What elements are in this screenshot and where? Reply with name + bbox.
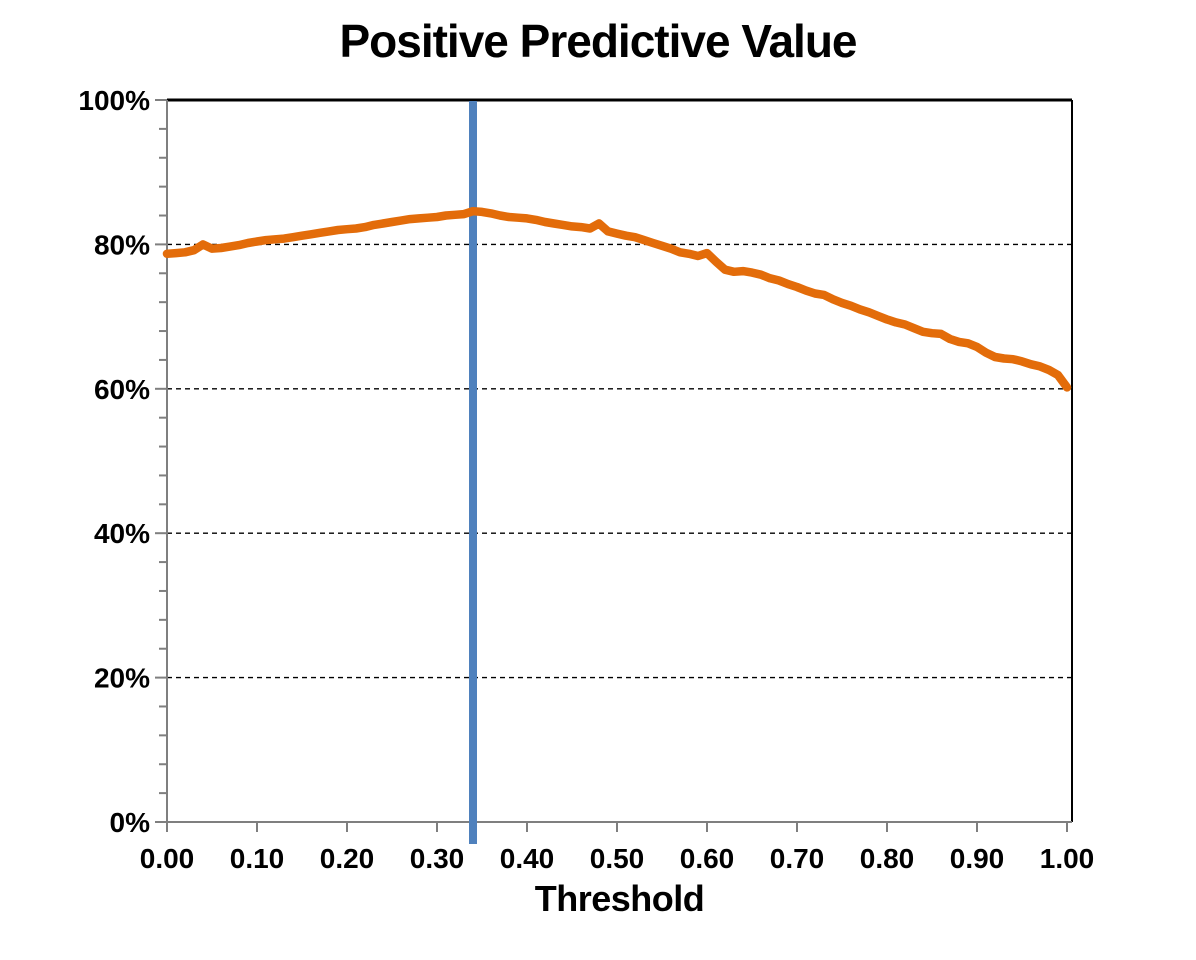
- x-tick-label: 0.20: [320, 843, 375, 874]
- x-tick-label: 0.50: [590, 843, 645, 874]
- y-tick-label: 100%: [78, 85, 150, 116]
- y-tick-label: 80%: [94, 229, 150, 260]
- y-tick-label: 60%: [94, 374, 150, 405]
- x-tick-label: 0.70: [770, 843, 825, 874]
- y-tick-label: 40%: [94, 518, 150, 549]
- chart-title: Positive Predictive Value: [339, 15, 857, 67]
- x-tick-label: 0.80: [860, 843, 915, 874]
- x-tick-label: 0.10: [230, 843, 285, 874]
- x-tick-label: 0.40: [500, 843, 555, 874]
- x-tick-label: 1.00: [1040, 843, 1095, 874]
- y-tick-label: 0%: [110, 807, 151, 838]
- x-tick-label: 0.60: [680, 843, 735, 874]
- y-tick-label: 20%: [94, 663, 150, 694]
- ppv-series-line: [162, 206, 1072, 392]
- x-tick-label: 0.90: [950, 843, 1005, 874]
- x-axis-title: Threshold: [534, 878, 705, 919]
- x-tick-label: 0.00: [140, 843, 195, 874]
- x-tick-label: 0.30: [410, 843, 465, 874]
